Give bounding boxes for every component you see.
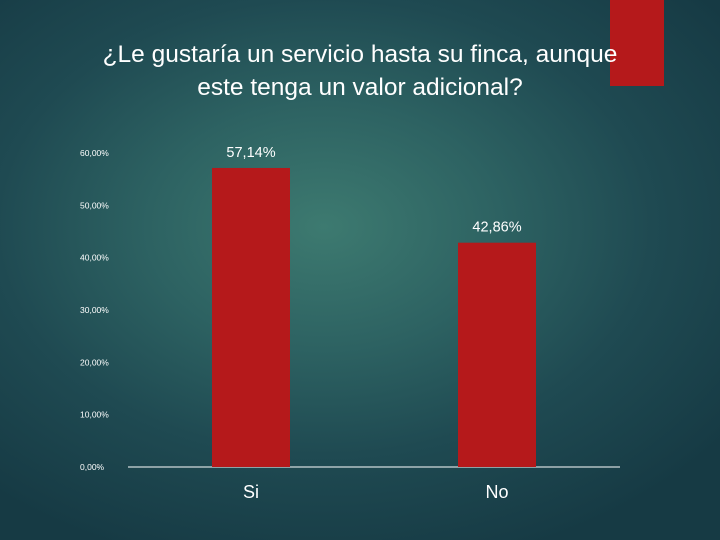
y-tick-label: 50,00% (80, 200, 109, 210)
bar (458, 242, 536, 467)
category-label: No (485, 482, 508, 502)
accent-bar (610, 0, 664, 86)
y-tick-label: 40,00% (80, 253, 109, 263)
data-label: 42,86% (472, 220, 521, 236)
y-tick-label: 20,00% (80, 357, 109, 367)
category-label: Si (243, 482, 259, 502)
title-line-1: ¿Le gustaría un servicio hasta su finca,… (102, 41, 618, 68)
y-tick-label: 10,00% (80, 410, 109, 420)
slide-title: ¿Le gustaría un servicio hasta su finca,… (40, 38, 680, 104)
title-line-2: este tenga un valor adicional? (197, 74, 523, 101)
y-tick-label: 30,00% (80, 305, 109, 315)
bar (212, 167, 290, 467)
data-label: 57,14% (226, 145, 275, 161)
y-tick-label: 0,00% (80, 462, 105, 472)
y-tick-label: 60,00% (80, 148, 109, 158)
